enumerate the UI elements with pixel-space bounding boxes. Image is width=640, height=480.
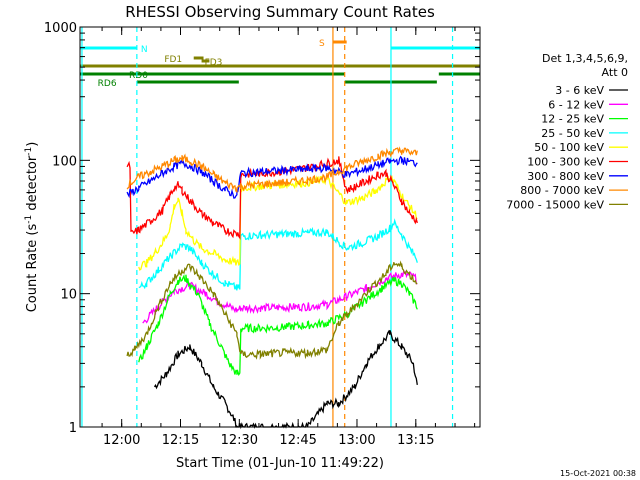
legend-entry-label: 800 - 7000 keV <box>520 184 604 197</box>
legend-header-line2: Att 0 <box>602 66 628 79</box>
y-tick-label: 1000 <box>44 21 77 36</box>
x-tick-label: 12:15 <box>162 433 199 448</box>
observing-bars: N S FD1 FD3 RD0 RD6 <box>80 39 480 89</box>
series-line <box>138 175 418 271</box>
y-axis-label: Count Rate (s-1 detector-1) <box>24 142 40 313</box>
footer-date: 15-Oct-2021 00:38 <box>560 469 636 478</box>
y-axis-label-part: detector <box>25 155 40 215</box>
legend-entry-label: 50 - 100 keV <box>534 141 604 154</box>
legend-entry-label: 300 - 800 keV <box>527 170 604 183</box>
y-axis-label-sup: -1 <box>24 147 34 156</box>
legend-entry-label: 7000 - 15000 keV <box>506 198 604 211</box>
series-line <box>138 218 418 291</box>
legend-entry-label: 25 - 50 keV <box>541 127 604 140</box>
observing-bar-label: RD6 <box>98 79 117 89</box>
observing-bar-label: N <box>141 45 148 55</box>
series-line <box>126 155 418 199</box>
x-axis-ticks: 12:00 12:15 12:30 12:45 13:00 13:15 <box>101 27 476 448</box>
observing-bar-label: S <box>319 39 325 49</box>
y-axis-label-sup: -1 <box>24 215 34 224</box>
observing-bar-label: RD0 <box>129 71 148 81</box>
x-tick-label: 12:00 <box>103 433 140 448</box>
legend-entry-label: 100 - 300 keV <box>527 156 604 169</box>
chart-title: RHESSI Observing Summary Count Rates <box>125 3 435 21</box>
series-line <box>142 270 418 324</box>
series-line <box>126 260 418 360</box>
series-line <box>138 274 418 377</box>
legend-entry-label: 6 - 12 keV <box>548 98 604 111</box>
y-axis-label-part: Count Rate (s <box>25 224 40 313</box>
x-tick-label: 13:00 <box>338 433 375 448</box>
legend-entry-label: 3 - 6 keV <box>555 84 604 97</box>
observing-bar-label: FD1 <box>164 55 182 65</box>
series-line <box>153 329 418 430</box>
x-axis-label: Start Time (01-Jun-10 11:49:22) <box>176 456 384 471</box>
series-lines <box>126 146 418 430</box>
y-axis-ticks: 1 10 100 1000 <box>44 21 480 436</box>
x-tick-label: 13:15 <box>397 433 434 448</box>
y-tick-label: 1 <box>69 421 77 436</box>
y-tick-label: 100 <box>52 154 77 169</box>
legend-header-line1: Det 1,3,4,5,6,9, <box>542 52 628 65</box>
y-tick-label: 10 <box>60 288 77 303</box>
x-tick-label: 12:30 <box>221 433 258 448</box>
series-line <box>126 156 418 240</box>
observing-bar-label: FD3 <box>205 58 223 68</box>
legend-entry-label: 12 - 25 keV <box>541 113 604 126</box>
plot-frame <box>79 26 481 428</box>
y-axis-label-part: ) <box>25 142 40 147</box>
x-tick-label: 12:45 <box>279 433 316 448</box>
series-line <box>126 146 418 193</box>
